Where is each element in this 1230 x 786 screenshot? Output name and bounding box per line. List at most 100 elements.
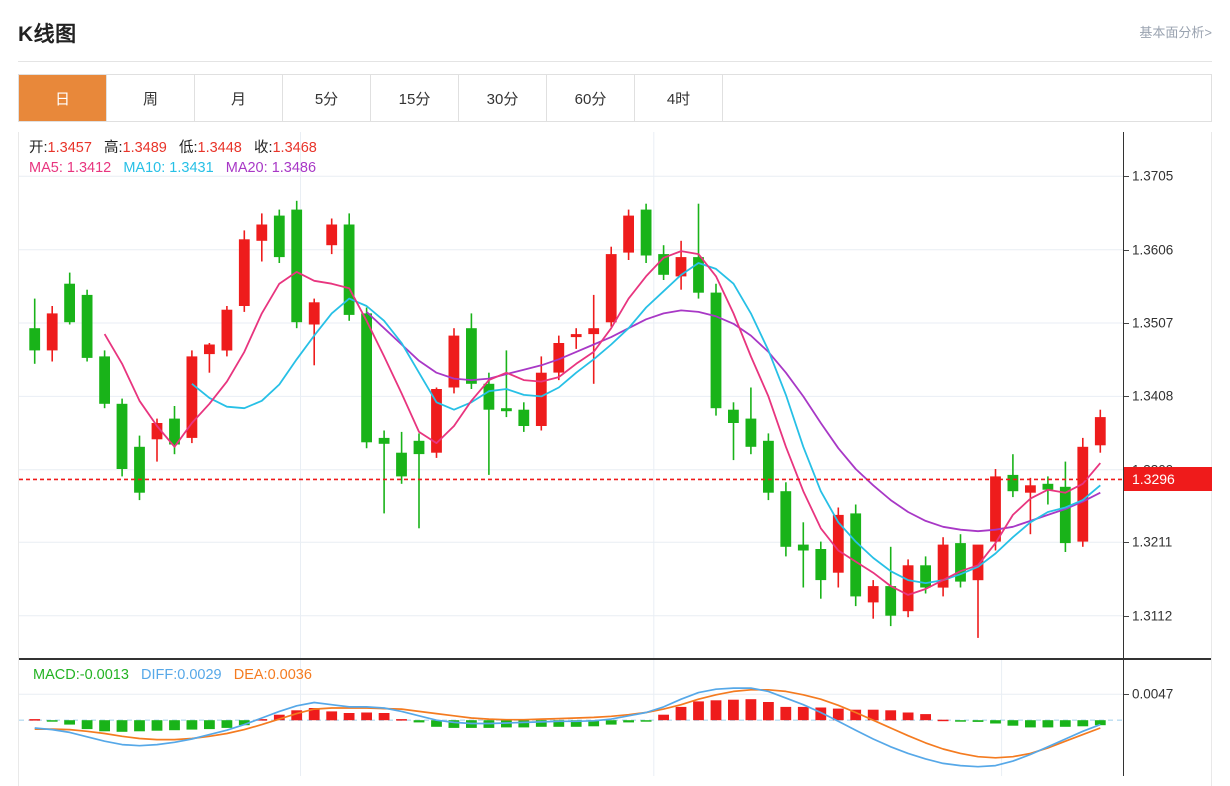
- candle-body: [885, 586, 897, 616]
- candle-body: [553, 343, 565, 373]
- macd-line: [34, 687, 1101, 768]
- macd-bar: [920, 714, 931, 721]
- macd-bar: [1007, 720, 1019, 726]
- ma5-value: 1.3412: [66, 160, 112, 176]
- macd-bar: [308, 708, 320, 721]
- macd-tick-label: 0.0047: [1132, 686, 1174, 702]
- macd-bar: [396, 719, 407, 721]
- diff-value: 0.0029: [177, 667, 222, 683]
- candle-body: [221, 309, 233, 351]
- macd-bar: [1042, 720, 1054, 728]
- macd-bar: [693, 701, 704, 721]
- macd-bar: [99, 720, 110, 732]
- candle-body: [238, 239, 250, 306]
- macd-label: MACD:: [33, 667, 80, 683]
- macd-bar: [658, 714, 669, 721]
- price-tick-label: 1.3211: [1132, 534, 1173, 550]
- macd-bar: [535, 720, 547, 727]
- candlestick-panel[interactable]: 开:1.3457 高:1.3489 低:1.3448 收:1.3468 MA5:…: [19, 132, 1212, 658]
- candle-body: [46, 313, 58, 351]
- candle-body: [780, 491, 792, 547]
- tab-7[interactable]: 4时: [635, 75, 723, 121]
- macd-bar: [710, 700, 722, 721]
- open-value: 1.3457: [47, 140, 92, 156]
- macd-bar: [832, 708, 844, 721]
- candle-body: [570, 334, 582, 338]
- macd-value: -0.0013: [79, 667, 129, 683]
- macd-bar: [850, 709, 862, 721]
- macd-bar: [763, 702, 774, 721]
- macd-bar: [46, 720, 58, 722]
- macd-plot[interactable]: [19, 660, 1123, 776]
- macd-bar: [186, 720, 198, 730]
- macd-bar: [81, 720, 93, 730]
- tab-label: 60分: [574, 90, 607, 108]
- dea-label: DEA:: [233, 667, 268, 683]
- macd-bar: [1025, 720, 1036, 728]
- ma-line: [103, 250, 1101, 596]
- macd-bar: [116, 720, 128, 732]
- open-label: 开:: [29, 140, 48, 156]
- candle-body: [413, 440, 425, 455]
- close-value: 1.3468: [272, 140, 317, 156]
- macd-bar: [728, 699, 739, 721]
- tab-3[interactable]: 5分: [283, 75, 371, 121]
- timeframe-tabbar: 日 周 月 5分 15分 30分 60分 4时: [18, 74, 1212, 122]
- axis-tick: [1124, 542, 1129, 544]
- tab-4[interactable]: 15分: [371, 75, 459, 121]
- candle-body: [1025, 485, 1036, 493]
- candle-body: [396, 452, 407, 477]
- price-tick-label: 1.3606: [1132, 242, 1174, 258]
- tab-label: 30分: [486, 90, 519, 108]
- macd-bar: [675, 706, 687, 721]
- tab-label: 月: [230, 90, 246, 108]
- macd-bar: [588, 720, 600, 727]
- ma10-value: 1.3431: [169, 160, 214, 176]
- price-tick-label: 1.3112: [1132, 608, 1173, 624]
- tab-5[interactable]: 30分: [459, 75, 547, 121]
- tab-1[interactable]: 周: [107, 75, 195, 121]
- candle-body: [378, 437, 390, 444]
- price-tick-label: 1.3705: [1132, 168, 1174, 184]
- tab-0[interactable]: 日: [19, 75, 107, 121]
- macd-bar: [238, 720, 250, 726]
- macd-bar: [204, 720, 215, 730]
- low-label: 低:: [178, 140, 198, 156]
- tab-label: 4时: [666, 90, 691, 108]
- candle-body: [343, 224, 355, 315]
- macd-axis-tick: [1124, 694, 1129, 696]
- tab-6[interactable]: 60分: [547, 75, 635, 121]
- current-price-badge: 1.3296: [1124, 467, 1212, 492]
- price-tick-label: 1.3408: [1132, 388, 1174, 404]
- macd-bar: [518, 720, 530, 728]
- candle-body: [535, 372, 547, 426]
- high-value: 1.3489: [122, 140, 167, 156]
- candle-body: [448, 335, 460, 388]
- macd-panel[interactable]: MACD:-0.0013 DIFF:0.0029 DEA:0.0036 0.00…: [19, 658, 1211, 776]
- axis-tick: [1124, 249, 1129, 251]
- macd-bar: [1059, 720, 1071, 727]
- macd-bar: [448, 720, 460, 728]
- low-value: 1.3448: [197, 140, 242, 156]
- candle-body: [815, 549, 827, 581]
- candle-body: [501, 408, 512, 412]
- candle-body: [151, 423, 163, 440]
- candlestick-plot[interactable]: [19, 132, 1123, 658]
- tab-label: 15分: [398, 90, 431, 108]
- price-tick-label: 1.3507: [1132, 315, 1174, 331]
- axis-tick: [1124, 176, 1129, 178]
- candle-body: [273, 215, 285, 258]
- fundamental-analysis-link[interactable]: 基本面分析>: [1139, 25, 1212, 40]
- macd-bar: [221, 720, 233, 728]
- ma10-label: MA10:: [123, 160, 166, 176]
- macd-bar: [972, 720, 984, 722]
- macd-bar: [955, 720, 966, 722]
- tab-2[interactable]: 月: [195, 75, 283, 121]
- tab-label: 5分: [314, 90, 339, 108]
- candle-body: [920, 565, 931, 588]
- tabbar-filler: [723, 75, 1211, 121]
- ma-line: [191, 262, 1101, 584]
- price-axis: 1.37051.36061.35071.34081.33091.32111.31…: [1123, 132, 1212, 658]
- macd-line: [34, 688, 1101, 759]
- macd-bar: [134, 720, 145, 732]
